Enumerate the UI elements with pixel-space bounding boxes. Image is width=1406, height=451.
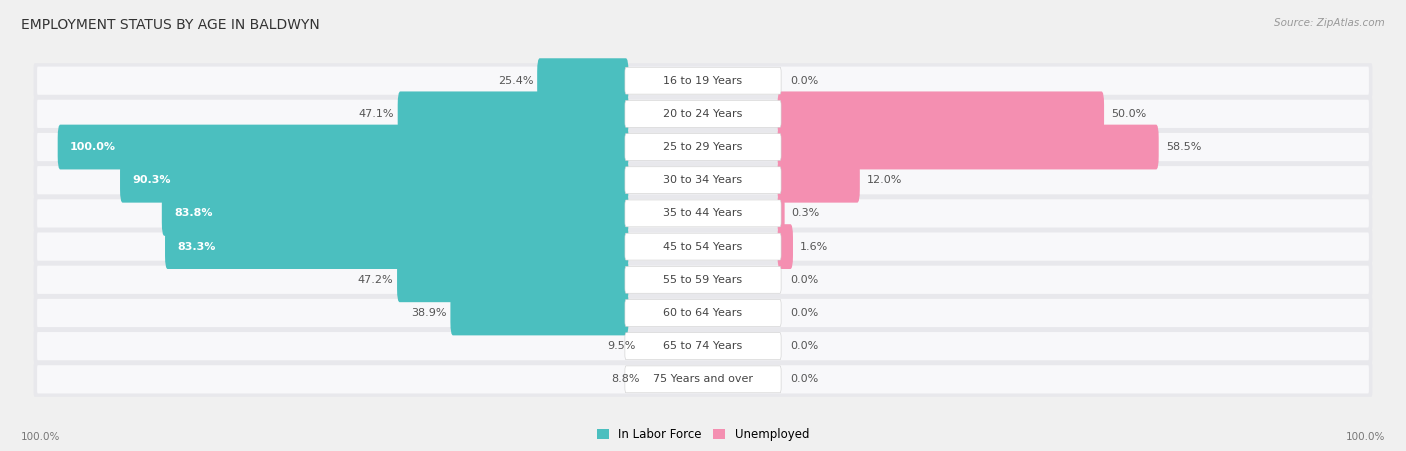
FancyBboxPatch shape <box>450 290 628 336</box>
Text: 60 to 64 Years: 60 to 64 Years <box>664 308 742 318</box>
Text: 45 to 54 Years: 45 to 54 Years <box>664 242 742 252</box>
FancyBboxPatch shape <box>778 124 1159 170</box>
Text: 50.0%: 50.0% <box>1111 109 1146 119</box>
FancyBboxPatch shape <box>58 124 628 170</box>
FancyBboxPatch shape <box>34 97 1372 131</box>
FancyBboxPatch shape <box>37 199 1369 227</box>
FancyBboxPatch shape <box>34 163 1372 198</box>
FancyBboxPatch shape <box>624 167 782 193</box>
FancyBboxPatch shape <box>624 333 782 359</box>
FancyBboxPatch shape <box>778 158 860 202</box>
Text: 83.8%: 83.8% <box>174 208 212 218</box>
Text: 20 to 24 Years: 20 to 24 Years <box>664 109 742 119</box>
FancyBboxPatch shape <box>34 262 1372 297</box>
Text: 25.4%: 25.4% <box>498 76 533 86</box>
Text: 30 to 34 Years: 30 to 34 Years <box>664 175 742 185</box>
FancyBboxPatch shape <box>624 67 782 94</box>
Text: 38.9%: 38.9% <box>411 308 447 318</box>
FancyBboxPatch shape <box>37 266 1369 294</box>
Text: 90.3%: 90.3% <box>132 175 170 185</box>
FancyBboxPatch shape <box>624 101 782 127</box>
Text: 55 to 59 Years: 55 to 59 Years <box>664 275 742 285</box>
FancyBboxPatch shape <box>396 258 628 302</box>
Text: 0.0%: 0.0% <box>790 374 818 384</box>
Text: 12.0%: 12.0% <box>868 175 903 185</box>
FancyBboxPatch shape <box>37 133 1369 161</box>
FancyBboxPatch shape <box>37 299 1369 327</box>
FancyBboxPatch shape <box>624 299 782 327</box>
FancyBboxPatch shape <box>120 158 628 202</box>
FancyBboxPatch shape <box>37 332 1369 360</box>
Text: 0.3%: 0.3% <box>792 208 820 218</box>
FancyBboxPatch shape <box>37 67 1369 95</box>
FancyBboxPatch shape <box>624 366 782 393</box>
Text: 100.0%: 100.0% <box>70 142 115 152</box>
FancyBboxPatch shape <box>778 191 785 236</box>
FancyBboxPatch shape <box>537 58 628 103</box>
FancyBboxPatch shape <box>778 224 793 269</box>
FancyBboxPatch shape <box>37 166 1369 194</box>
FancyBboxPatch shape <box>37 233 1369 261</box>
Text: 0.0%: 0.0% <box>790 341 818 351</box>
Text: 47.2%: 47.2% <box>357 275 394 285</box>
FancyBboxPatch shape <box>778 92 1104 136</box>
Text: 65 to 74 Years: 65 to 74 Years <box>664 341 742 351</box>
FancyBboxPatch shape <box>624 200 782 227</box>
Text: 47.1%: 47.1% <box>359 109 394 119</box>
FancyBboxPatch shape <box>398 92 628 136</box>
FancyBboxPatch shape <box>34 362 1372 397</box>
FancyBboxPatch shape <box>34 196 1372 231</box>
Text: 16 to 19 Years: 16 to 19 Years <box>664 76 742 86</box>
FancyBboxPatch shape <box>624 233 782 260</box>
Text: 9.5%: 9.5% <box>607 341 636 351</box>
Text: 25 to 29 Years: 25 to 29 Years <box>664 142 742 152</box>
Text: 0.0%: 0.0% <box>790 275 818 285</box>
Text: 100.0%: 100.0% <box>21 432 60 442</box>
FancyBboxPatch shape <box>34 229 1372 264</box>
Text: 75 Years and over: 75 Years and over <box>652 374 754 384</box>
Text: 35 to 44 Years: 35 to 44 Years <box>664 208 742 218</box>
FancyBboxPatch shape <box>37 100 1369 128</box>
FancyBboxPatch shape <box>37 365 1369 393</box>
Legend: In Labor Force, Unemployed: In Labor Force, Unemployed <box>592 423 814 446</box>
Text: 1.6%: 1.6% <box>800 242 828 252</box>
Text: 8.8%: 8.8% <box>612 374 640 384</box>
FancyBboxPatch shape <box>624 133 782 161</box>
Text: EMPLOYMENT STATUS BY AGE IN BALDWYN: EMPLOYMENT STATUS BY AGE IN BALDWYN <box>21 18 319 32</box>
Text: 0.0%: 0.0% <box>790 76 818 86</box>
FancyBboxPatch shape <box>165 224 628 269</box>
Text: Source: ZipAtlas.com: Source: ZipAtlas.com <box>1274 18 1385 28</box>
Text: 100.0%: 100.0% <box>1346 432 1385 442</box>
Text: 0.0%: 0.0% <box>790 308 818 318</box>
Text: 83.3%: 83.3% <box>177 242 215 252</box>
FancyBboxPatch shape <box>34 329 1372 364</box>
FancyBboxPatch shape <box>34 295 1372 331</box>
FancyBboxPatch shape <box>624 267 782 293</box>
Text: 58.5%: 58.5% <box>1166 142 1201 152</box>
FancyBboxPatch shape <box>34 63 1372 98</box>
FancyBboxPatch shape <box>162 191 628 236</box>
FancyBboxPatch shape <box>34 129 1372 165</box>
